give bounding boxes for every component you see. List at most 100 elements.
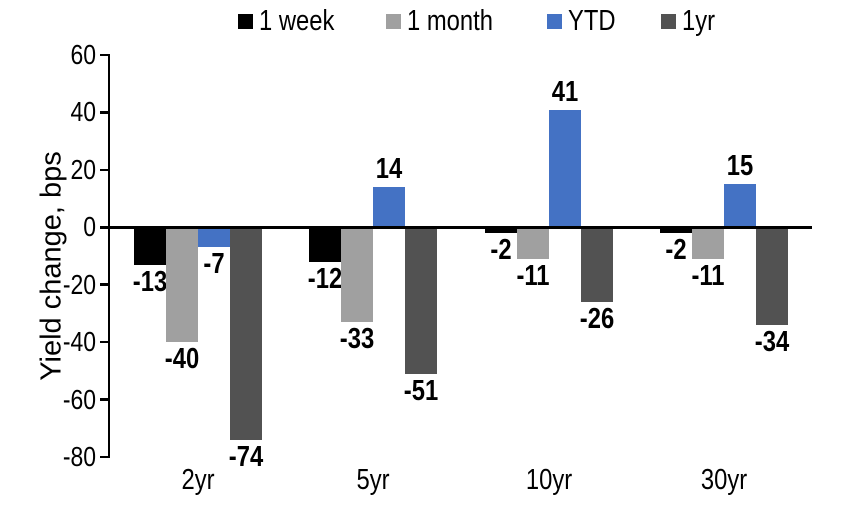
- bar-5yr-1-month: [341, 227, 374, 323]
- data-label: 15: [724, 151, 756, 181]
- legend-item-1-month: 1 month: [385, 4, 512, 38]
- plot-area: -13 -12 -2 -2 -40 -33 -11 -11 -7 14 41 15 -74 -51 -26 -…: [63, 40, 812, 495]
- y-tick-label-text: -60: [62, 383, 96, 415]
- bar-5yr-ytd: [373, 187, 406, 228]
- bar-10yr-1-month: [516, 227, 549, 259]
- y-tick-label-text: -20: [62, 268, 96, 300]
- data-label-text: -7: [203, 248, 225, 281]
- y-tick-label: 0: [80, 212, 96, 242]
- y-tick-label-text: 0: [83, 211, 96, 243]
- data-label: -11: [513, 261, 553, 291]
- legend-swatch-icon: [238, 13, 253, 29]
- y-axis-tick: [100, 283, 108, 286]
- legend-swatch-icon: [546, 13, 562, 29]
- data-label-text: -12: [308, 262, 343, 295]
- x-category-label-2yr: 2yr: [178, 465, 218, 495]
- y-tick-label: 20: [65, 153, 96, 185]
- y-tick-label-text: 20: [70, 153, 96, 185]
- y-tick-label: -80: [56, 442, 96, 472]
- data-label: -40: [161, 344, 203, 374]
- data-label-text: -11: [516, 259, 550, 292]
- legend-item-label: 1 week: [259, 4, 351, 38]
- y-tick-label-text: 40: [70, 96, 96, 128]
- legend-item-label-text: 1yr: [681, 5, 715, 37]
- legend-item-label-text: 1 week: [259, 5, 335, 37]
- legend-item-1yr: 1yr: [660, 4, 722, 38]
- y-axis-line: [107, 54, 110, 458]
- y-tick-label: -60: [56, 383, 96, 415]
- x-axis-line: [107, 226, 812, 229]
- data-label: -74: [225, 442, 267, 472]
- y-tick-label: 60: [65, 40, 96, 70]
- x-category-label-text: 5yr: [356, 464, 390, 496]
- y-axis-tick: [100, 340, 108, 344]
- x-category-label-text: 2yr: [181, 464, 215, 496]
- bar-30yr-1-month: [692, 227, 725, 259]
- y-axis-tick: [100, 455, 108, 459]
- bar-30yr-ytd: [724, 184, 757, 228]
- y-tick-label: -40: [56, 327, 96, 357]
- data-label-text: -2: [490, 234, 512, 267]
- data-label: -11: [688, 261, 728, 291]
- x-category-label-30yr: 30yr: [696, 465, 752, 495]
- bar-2yr-ytd: [197, 227, 230, 248]
- legend-item-label-text: YTD: [567, 5, 616, 37]
- data-label: -33: [336, 324, 378, 354]
- legend-item-label-text: 1 month: [406, 5, 493, 37]
- x-category-label-text: 10yr: [525, 464, 572, 496]
- bar-2yr-1-week: [133, 227, 166, 265]
- bar-10yr-1yr: [580, 227, 613, 302]
- x-category-label-text: 30yr: [701, 464, 748, 496]
- data-label: -34: [751, 327, 793, 357]
- data-label: -26: [576, 304, 618, 334]
- data-label-text: -26: [579, 302, 614, 335]
- data-label: -7: [201, 249, 227, 279]
- legend-item-ytd: YTD: [546, 4, 626, 38]
- data-label-text: -33: [340, 323, 375, 356]
- legend-item-label: YTD: [568, 4, 626, 38]
- data-label-text: -51: [404, 374, 439, 407]
- y-tick-label: -20: [56, 268, 96, 300]
- bar-2yr-1-month: [165, 227, 198, 343]
- bar-30yr-1yr: [756, 227, 789, 325]
- data-label-text: -13: [132, 265, 167, 298]
- data-label-text: -74: [228, 440, 263, 473]
- y-tick-label: 40: [65, 97, 96, 127]
- x-category-label-10yr: 10yr: [521, 465, 577, 495]
- legend: 1 week 1 month YTD 1yr: [110, 4, 812, 38]
- bar-5yr-1yr: [405, 227, 438, 374]
- y-axis-tick: [100, 111, 108, 114]
- data-label: 41: [549, 77, 581, 107]
- data-label: -12: [304, 264, 346, 294]
- legend-item-label: 1yr: [682, 4, 722, 38]
- bar-10yr-ytd: [548, 109, 581, 228]
- y-axis-tick: [100, 168, 108, 172]
- bar-10yr-1-week: [484, 227, 517, 234]
- data-label-text: 14: [376, 153, 403, 186]
- legend-swatch-icon: [385, 13, 401, 29]
- y-axis-tick: [100, 226, 108, 229]
- data-label: -13: [129, 267, 171, 297]
- y-tick-label-text: -40: [62, 326, 96, 358]
- y-tick-label-text: -80: [62, 441, 96, 472]
- legend-swatch-icon: [660, 13, 676, 29]
- y-axis-tick: [100, 53, 108, 57]
- x-category-label-5yr: 5yr: [353, 465, 393, 495]
- bar-2yr-1yr: [229, 227, 262, 440]
- data-label-text: -40: [164, 343, 199, 376]
- bar-5yr-1-week: [309, 227, 342, 262]
- data-label: -2: [488, 235, 514, 265]
- data-label: -2: [663, 235, 689, 265]
- data-label: 14: [373, 154, 405, 184]
- data-label-text: -34: [755, 325, 790, 358]
- y-axis-tick: [100, 398, 108, 401]
- data-label-text: -11: [691, 259, 725, 292]
- data-label-text: -2: [665, 234, 687, 267]
- legend-item-label: 1 month: [407, 4, 512, 38]
- data-label-text: 15: [727, 150, 754, 183]
- legend-item-1-week: 1 week: [238, 4, 351, 38]
- y-tick-label-text: 60: [70, 39, 96, 70]
- data-label-text: 41: [551, 75, 578, 108]
- data-label: -51: [400, 376, 442, 406]
